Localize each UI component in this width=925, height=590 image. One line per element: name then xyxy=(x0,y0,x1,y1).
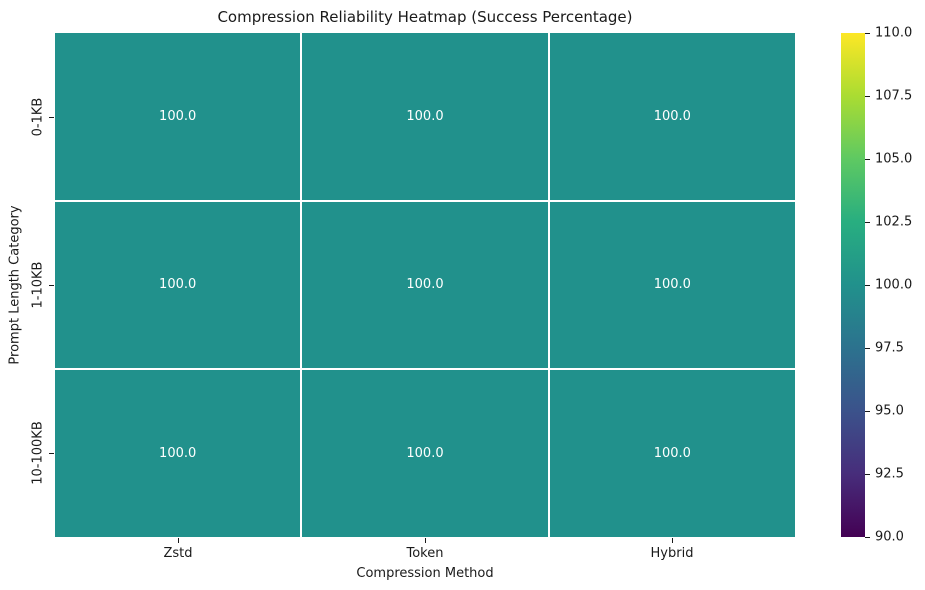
colorbar-tick-label: 95.0 xyxy=(875,403,904,419)
cell-value: 100.0 xyxy=(653,277,691,293)
chart-title: Compression Reliability Heatmap (Success… xyxy=(217,8,633,26)
heatmap-cell: 100.0 xyxy=(55,370,301,537)
colorbar-tick-mark xyxy=(865,33,870,34)
colorbar-tick-mark xyxy=(865,348,870,349)
heatmap-cell: 100.0 xyxy=(302,33,548,200)
heatmap-cell: 100.0 xyxy=(55,201,301,369)
cell-value: 100.0 xyxy=(159,446,197,462)
colorbar-tick-mark xyxy=(865,411,870,412)
cell-value: 100.0 xyxy=(653,446,691,462)
cell-value: 100.0 xyxy=(406,108,444,124)
colorbar-tick-label: 90.0 xyxy=(875,529,904,545)
heatmap-cell: 100.0 xyxy=(302,370,548,537)
cell-value: 100.0 xyxy=(406,277,444,293)
y-tick-mark xyxy=(49,285,54,286)
colorbar-tick-label: 97.5 xyxy=(875,340,904,356)
cell-value: 100.0 xyxy=(159,277,197,293)
cell-value: 100.0 xyxy=(159,108,197,124)
x-tick-mark xyxy=(178,538,179,543)
colorbar-tick-mark xyxy=(865,222,870,223)
heatmap-cell: 100.0 xyxy=(549,370,795,537)
colorbar-tick-mark xyxy=(865,537,870,538)
colorbar-tick-label: 100.0 xyxy=(875,277,913,293)
y-tick-mark xyxy=(49,453,54,454)
heatmap-cell: 100.0 xyxy=(549,201,795,369)
colorbar-tick-label: 107.5 xyxy=(875,88,913,104)
x-tick-mark xyxy=(672,538,673,543)
colorbar-tick-mark xyxy=(865,96,870,97)
x-tick-label: Hybrid xyxy=(650,546,694,561)
heatmap-cell: 100.0 xyxy=(302,201,548,369)
x-axis-label: Compression Method xyxy=(356,566,494,581)
heatmap-cell: 100.0 xyxy=(55,33,301,200)
colorbar-tick-mark xyxy=(865,159,870,160)
cell-value: 100.0 xyxy=(406,446,444,462)
y-tick-mark xyxy=(49,117,54,118)
colorbar-tick-label: 92.5 xyxy=(875,466,904,482)
x-tick-label: Token xyxy=(406,546,444,561)
x-tick-label: Zstd xyxy=(163,546,193,561)
colorbar xyxy=(841,33,865,537)
colorbar-tick-label: 102.5 xyxy=(875,214,913,230)
colorbar-tick-label: 110.0 xyxy=(875,25,913,41)
heatmap-plot: 100.0 100.0 100.0 100.0 100.0 100.0 100.… xyxy=(55,33,795,537)
colorbar-tick-mark xyxy=(865,474,870,475)
heatmap-cell: 100.0 xyxy=(549,33,795,200)
cell-value: 100.0 xyxy=(653,108,691,124)
colorbar-tick-label: 105.0 xyxy=(875,151,913,167)
x-tick-mark xyxy=(425,538,426,543)
colorbar-tick-mark xyxy=(865,285,870,286)
